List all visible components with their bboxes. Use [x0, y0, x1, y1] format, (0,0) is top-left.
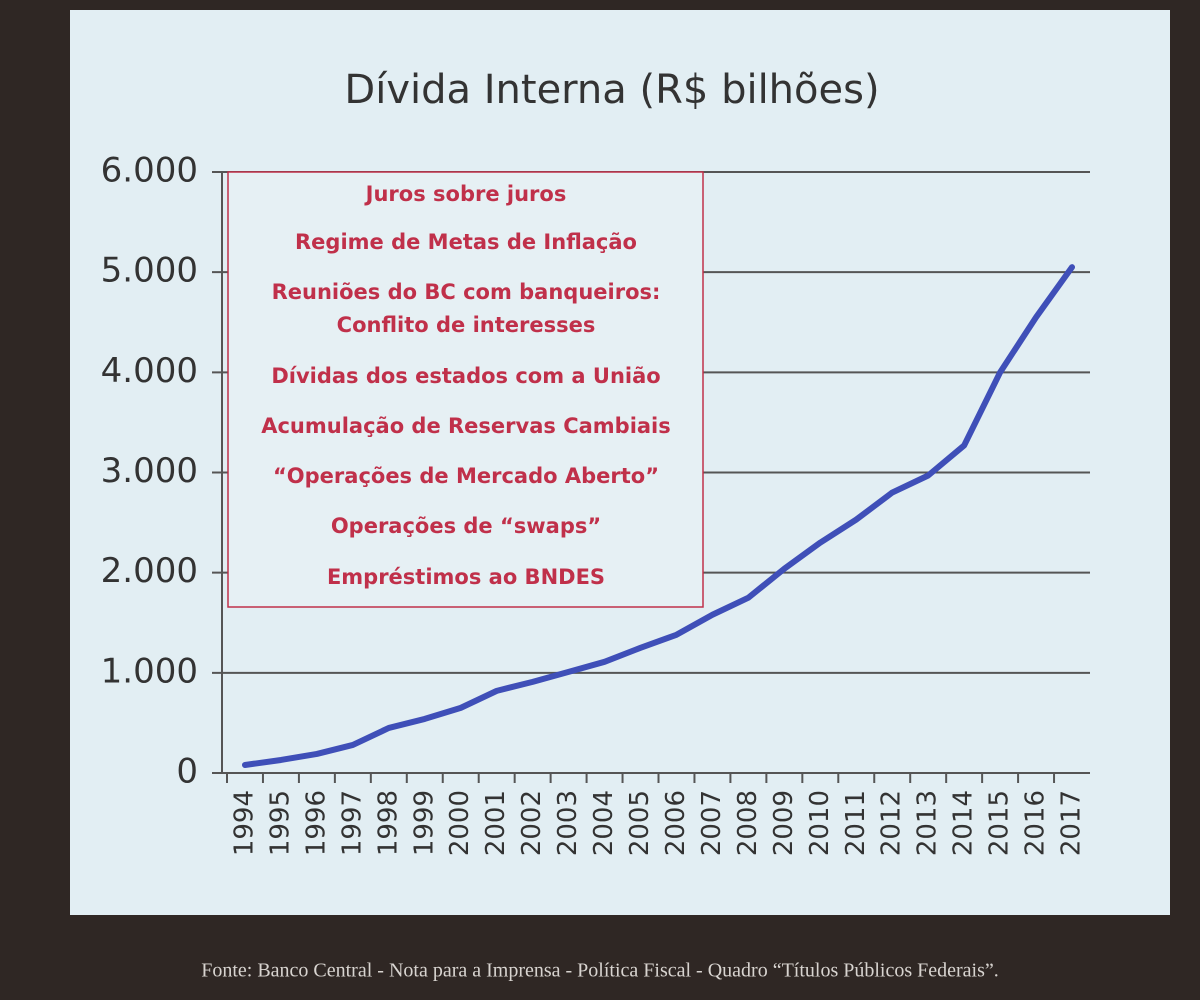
y-tick-label: 4.000 [101, 351, 198, 391]
y-tick-label: 5.000 [101, 251, 198, 291]
annotation: Operações de “swaps” [331, 514, 601, 538]
x-tick-label: 1997 [337, 790, 367, 856]
x-tick-label: 2005 [625, 790, 655, 856]
data-line [241, 264, 1076, 768]
x-tick-label: 2000 [445, 790, 475, 856]
x-tick-label: 2004 [589, 790, 619, 856]
x-tick-label: 1994 [229, 790, 259, 856]
x-tick-label: 2003 [553, 790, 583, 856]
y-tick-label: 6.000 [101, 151, 198, 191]
x-tick-label: 2002 [517, 790, 547, 856]
chart-title: Dívida Interna (R$ bilhões) [344, 67, 879, 113]
annotation: “Operações de Mercado Aberto” [273, 464, 659, 488]
y-tick-label: 0 [176, 752, 198, 792]
x-tick-label: 2011 [841, 790, 871, 856]
x-tick-label: 1999 [409, 790, 439, 856]
annotation: Empréstimos ao BNDES [327, 565, 605, 589]
x-tick-label: 2009 [769, 790, 799, 856]
y-tick-label: 2.000 [101, 551, 198, 591]
annotation: Juros sobre juros [364, 182, 567, 206]
x-tick-label: 2012 [877, 790, 907, 856]
x-tick-label: 2006 [661, 790, 691, 856]
x-tick-label: 2010 [805, 790, 835, 856]
x-tick-label: 1995 [265, 790, 295, 856]
x-tick-label: 2017 [1057, 790, 1087, 856]
x-tick-label: 2014 [949, 790, 979, 856]
annotation: Conflito de interesses [337, 313, 596, 337]
x-tick-label: 2001 [481, 790, 511, 856]
x-tick-label: 2007 [697, 790, 727, 856]
y-tick-label: 1.000 [101, 651, 198, 691]
x-tick-label: 2016 [1021, 790, 1051, 856]
x-tick-label: 1998 [373, 790, 403, 856]
y-tick-label: 3.000 [101, 451, 198, 491]
annotation: Regime de Metas de Inflação [295, 230, 637, 254]
annotation-box [227, 171, 704, 608]
x-tick-label: 2013 [913, 790, 943, 856]
annotation: Dívidas dos estados com a União [271, 364, 660, 388]
x-tick-label: 2015 [985, 790, 1015, 856]
annotation: Acumulação de Reservas Cambiais [261, 414, 671, 438]
annotation: Reuniões do BC com banqueiros: [272, 280, 661, 304]
x-tick-label: 1996 [301, 790, 331, 856]
source-note: Fonte: Banco Central - Nota para a Impre… [201, 960, 999, 982]
x-tick-label: 2008 [733, 790, 763, 856]
